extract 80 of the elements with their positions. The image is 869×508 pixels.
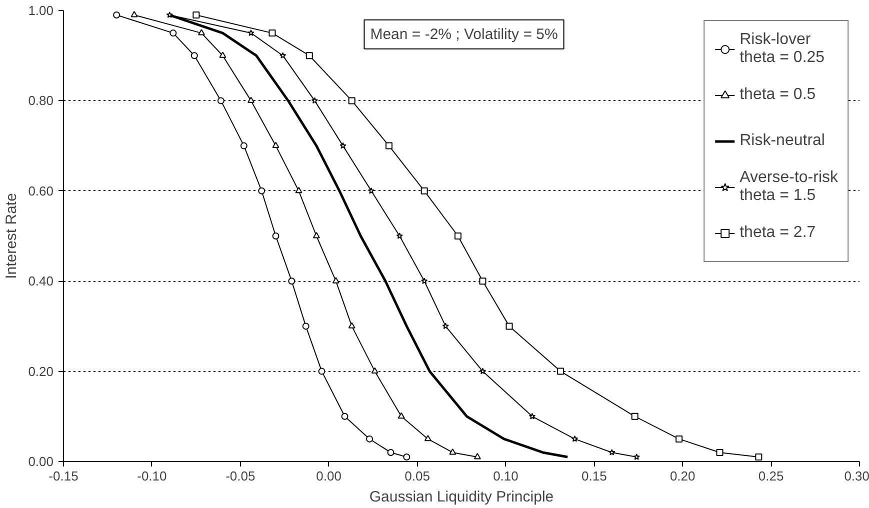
legend-label: Risk-neutral bbox=[740, 131, 825, 151]
point bbox=[387, 448, 394, 456]
point bbox=[398, 412, 405, 419]
point bbox=[166, 12, 173, 18]
point bbox=[403, 453, 410, 460]
point bbox=[571, 435, 578, 442]
point bbox=[170, 30, 177, 37]
point bbox=[676, 435, 683, 442]
x-axis-title: Gaussian Liquidity Principle bbox=[369, 488, 554, 506]
x-tick-label: 0.30 bbox=[844, 468, 869, 484]
point bbox=[420, 187, 428, 194]
point bbox=[479, 278, 486, 285]
x-tick-label: 0.00 bbox=[316, 468, 342, 484]
point bbox=[528, 412, 536, 420]
point bbox=[608, 448, 616, 456]
point bbox=[716, 448, 724, 456]
y-tick-label: 0.40 bbox=[28, 274, 54, 289]
point bbox=[311, 97, 318, 104]
point bbox=[219, 52, 226, 58]
point bbox=[396, 232, 403, 239]
point bbox=[341, 412, 348, 420]
legend-label: theta = 2.7 bbox=[740, 223, 816, 243]
point bbox=[474, 453, 481, 460]
legend-label: Averse-to-risk theta = 1.5 bbox=[740, 169, 838, 205]
point bbox=[557, 368, 564, 375]
x-tick-label: -0.10 bbox=[137, 468, 167, 484]
point bbox=[506, 322, 513, 330]
point bbox=[340, 142, 346, 149]
point bbox=[198, 29, 205, 36]
point bbox=[371, 367, 378, 374]
point bbox=[449, 448, 456, 455]
y-tick-label: 0.80 bbox=[28, 93, 54, 108]
point bbox=[279, 52, 286, 59]
x-tick-label: -0.05 bbox=[226, 468, 256, 484]
point bbox=[258, 187, 266, 194]
point bbox=[113, 12, 120, 19]
x-tick-label: 0.10 bbox=[493, 468, 518, 484]
point bbox=[302, 322, 310, 330]
point bbox=[424, 434, 432, 442]
point bbox=[348, 322, 356, 328]
legend-label: theta = 0.5 bbox=[740, 85, 816, 105]
x-tick-label: 0.20 bbox=[670, 468, 696, 484]
point bbox=[240, 142, 248, 150]
point bbox=[248, 30, 254, 36]
point bbox=[190, 52, 198, 60]
point bbox=[479, 368, 486, 374]
point bbox=[272, 232, 280, 240]
point bbox=[366, 435, 374, 442]
point bbox=[217, 97, 224, 104]
x-tick-label: 0.05 bbox=[404, 468, 430, 484]
point bbox=[312, 232, 320, 238]
point bbox=[633, 453, 640, 460]
legend-label: Risk-lover theta = 0.25 bbox=[740, 31, 825, 67]
point bbox=[272, 142, 280, 148]
y-tick-label: 0.00 bbox=[28, 454, 54, 469]
point bbox=[306, 52, 313, 60]
y-tick-label: 0.20 bbox=[28, 364, 54, 379]
point bbox=[755, 453, 762, 460]
point bbox=[192, 12, 200, 19]
y-axis-title: Interest Rate bbox=[3, 193, 20, 279]
x-tick-label: -0.15 bbox=[48, 468, 78, 484]
point bbox=[454, 232, 462, 240]
point bbox=[442, 322, 449, 330]
point bbox=[295, 186, 302, 194]
point bbox=[268, 30, 276, 37]
x-tick-label: 0.25 bbox=[758, 468, 784, 484]
y-tick-label: 0.60 bbox=[28, 183, 54, 198]
point bbox=[248, 96, 254, 103]
point bbox=[631, 412, 638, 420]
point bbox=[332, 277, 340, 284]
point bbox=[130, 11, 138, 18]
annotation: Mean = -2% ; Volatility = 5% bbox=[370, 26, 558, 43]
x-tick-label: 0.15 bbox=[582, 468, 607, 484]
y-tick-label: 1.00 bbox=[28, 3, 54, 18]
point bbox=[385, 142, 392, 150]
point bbox=[348, 97, 356, 104]
point bbox=[368, 187, 375, 194]
point bbox=[288, 278, 296, 285]
point bbox=[318, 368, 326, 375]
point bbox=[421, 278, 428, 284]
